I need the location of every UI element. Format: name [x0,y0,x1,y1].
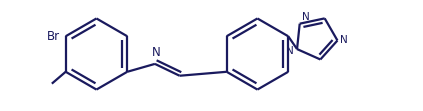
Text: N: N [341,36,348,46]
Text: N: N [286,46,294,56]
Text: N: N [302,12,310,22]
Text: N: N [151,46,160,59]
Text: Br: Br [47,30,60,43]
